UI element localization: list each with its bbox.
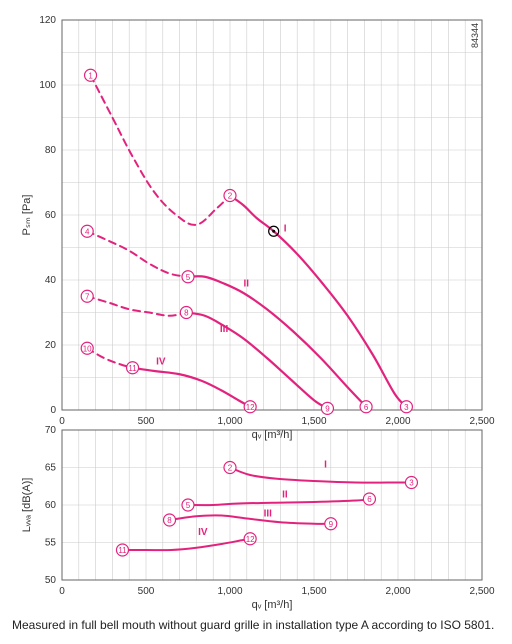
svg-text:2,500: 2,500 [469, 586, 494, 597]
svg-text:qᵥ [m³/h]: qᵥ [m³/h] [252, 599, 293, 611]
svg-text:1: 1 [88, 71, 93, 80]
svg-text:2,000: 2,000 [385, 586, 410, 597]
svg-text:1,000: 1,000 [217, 416, 242, 427]
svg-text:Pₛₘ [Pa]: Pₛₘ [Pa] [21, 195, 33, 236]
svg-text:55: 55 [45, 538, 57, 549]
svg-text:8: 8 [167, 516, 172, 525]
svg-text:III: III [264, 508, 273, 519]
svg-text:11: 11 [118, 546, 127, 555]
svg-text:2,000: 2,000 [385, 416, 410, 427]
svg-text:I: I [324, 460, 327, 471]
svg-text:500: 500 [138, 586, 155, 597]
svg-text:70: 70 [45, 425, 57, 436]
chart-svg: 05001,0001,5002,0002,500020406080100120q… [12, 12, 500, 612]
svg-text:0: 0 [59, 416, 65, 427]
svg-text:0: 0 [50, 405, 56, 416]
svg-text:II: II [282, 490, 288, 501]
svg-text:7: 7 [85, 292, 90, 301]
svg-text:120: 120 [39, 15, 56, 26]
svg-text:4: 4 [85, 227, 90, 236]
svg-text:60: 60 [45, 500, 57, 511]
svg-text:1,500: 1,500 [301, 586, 326, 597]
svg-text:50: 50 [45, 575, 57, 586]
svg-text:5: 5 [186, 273, 191, 282]
svg-text:6: 6 [367, 495, 372, 504]
chart-caption: Measured in full bell mouth without guar… [12, 618, 500, 632]
svg-text:IV: IV [156, 357, 166, 368]
svg-text:6: 6 [364, 403, 369, 412]
svg-text:12: 12 [246, 403, 255, 412]
svg-text:65: 65 [45, 463, 57, 474]
fan-performance-chart: 05001,0001,5002,0002,500020406080100120q… [12, 12, 500, 632]
svg-text:Lᵥᵥₐ [dB(A)]: Lᵥᵥₐ [dB(A)] [21, 478, 33, 533]
svg-text:1,500: 1,500 [301, 416, 326, 427]
svg-text:500: 500 [138, 416, 155, 427]
svg-text:2: 2 [228, 192, 233, 201]
svg-text:qᵥ [m³/h]: qᵥ [m³/h] [252, 429, 293, 441]
svg-text:2,500: 2,500 [469, 416, 494, 427]
svg-text:60: 60 [45, 210, 57, 221]
svg-text:III: III [220, 324, 229, 335]
svg-text:II: II [243, 279, 249, 290]
svg-text:3: 3 [404, 403, 409, 412]
svg-text:12: 12 [246, 535, 255, 544]
svg-text:9: 9 [329, 520, 334, 529]
svg-text:9: 9 [325, 404, 330, 413]
svg-text:40: 40 [45, 275, 57, 286]
svg-text:1,000: 1,000 [217, 586, 242, 597]
svg-text:2: 2 [228, 464, 233, 473]
svg-text:I: I [284, 223, 287, 234]
svg-text:0: 0 [59, 586, 65, 597]
svg-text:84344: 84344 [470, 23, 480, 48]
svg-text:100: 100 [39, 80, 56, 91]
svg-text:10: 10 [83, 344, 92, 353]
svg-text:3: 3 [409, 479, 414, 488]
svg-text:11: 11 [128, 364, 137, 373]
svg-text:8: 8 [184, 309, 189, 318]
svg-text:5: 5 [186, 501, 191, 510]
svg-text:20: 20 [45, 340, 57, 351]
svg-text:IV: IV [198, 527, 208, 538]
svg-text:80: 80 [45, 145, 57, 156]
